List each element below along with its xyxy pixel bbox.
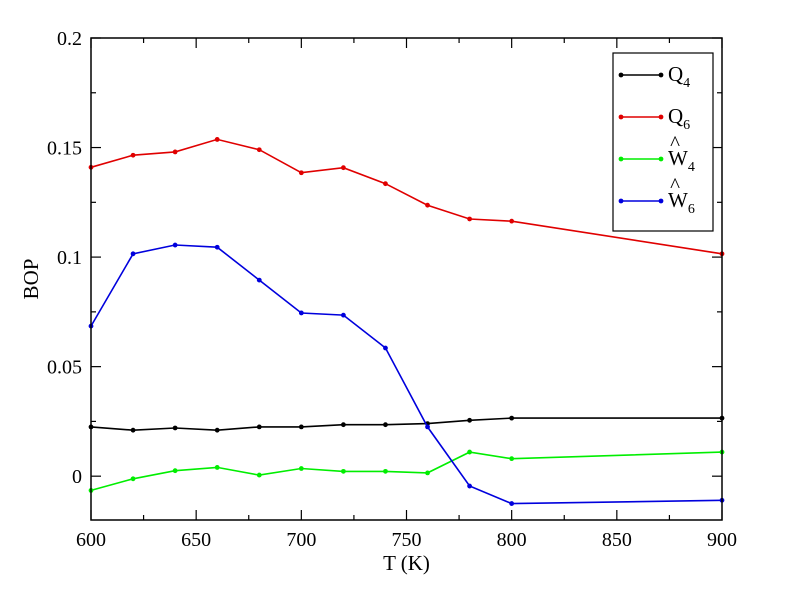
legend-item: Q6 [618, 104, 690, 133]
data-point [509, 218, 515, 224]
series-line [90, 417, 722, 432]
data-point [509, 456, 515, 462]
data-point [341, 468, 346, 474]
legend-item: W6^ [618, 173, 695, 217]
data-point [130, 427, 136, 433]
legend-label: Q6 [668, 104, 690, 133]
data-point [130, 251, 136, 257]
y-axis-title: BOP [19, 259, 43, 300]
data-point [256, 147, 262, 153]
data-point [298, 310, 304, 316]
data-point [214, 427, 220, 433]
data-point [341, 422, 346, 428]
data-point [383, 468, 388, 474]
legend-hat-glyph: ^ [670, 131, 680, 155]
x-axis-title: T (K) [383, 551, 430, 575]
data-point [341, 312, 346, 318]
data-point [509, 501, 515, 506]
series-line [90, 451, 723, 492]
series-line [90, 244, 723, 505]
data-point [298, 466, 304, 471]
data-point [172, 468, 178, 474]
x-tick-label: 900 [707, 529, 737, 551]
axes-ticks: 600 650 700 750 800 850 900 0 0.05 0.1 0.15 0.2 [47, 28, 737, 551]
data-point [172, 149, 178, 155]
legend-item: Q4 [618, 62, 690, 91]
legend-marker [618, 72, 624, 78]
data-point [341, 165, 346, 171]
data-point [256, 277, 262, 283]
x-tick-label: 750 [392, 529, 422, 551]
data-point [298, 170, 304, 176]
series-W4 [88, 449, 725, 493]
legend-marker [618, 198, 624, 204]
legend-marker [658, 114, 664, 120]
data-point [172, 242, 178, 248]
legend-label: Q4 [668, 62, 690, 91]
data-point [214, 137, 220, 142]
legend-hat-glyph: ^ [670, 173, 680, 197]
data-point [467, 216, 472, 222]
legend-label: W6 [668, 188, 695, 217]
y-tick-label: 0.15 [47, 138, 82, 160]
data-point [298, 424, 304, 430]
data-point [425, 424, 430, 430]
legend-item: W4^ [618, 131, 695, 175]
x-tick-label: 700 [286, 529, 316, 551]
series-line [90, 138, 723, 255]
data-point [256, 472, 262, 478]
y-tick-label: 0 [72, 466, 82, 488]
data-point [425, 202, 430, 208]
data-point [130, 476, 136, 482]
data-point [214, 465, 220, 470]
legend-label: W4 [668, 146, 695, 175]
x-tick-label: 850 [602, 529, 632, 551]
x-tick-label: 600 [76, 529, 106, 551]
legend-marker [618, 156, 624, 162]
x-tick-label: 800 [497, 529, 527, 551]
legend-marker [618, 114, 624, 120]
data-point [425, 470, 430, 476]
data-point [256, 424, 262, 430]
legend-box [612, 52, 714, 232]
legend-marker [658, 156, 664, 162]
data-point [509, 415, 515, 421]
data-point [467, 449, 472, 455]
data-point [214, 244, 220, 250]
series-Q4 [88, 415, 725, 433]
data-point [130, 152, 136, 158]
data-point [467, 417, 472, 423]
series-W6 [88, 242, 725, 506]
y-tick-label: 0.1 [57, 247, 82, 269]
legend-marker [658, 198, 664, 204]
plot-frame [90, 37, 723, 521]
data-point [172, 425, 178, 431]
data-point [383, 422, 388, 428]
y-tick-label: 0.05 [47, 357, 82, 379]
data-point [383, 345, 388, 351]
data-point [383, 181, 388, 187]
y-tick-label: 0.2 [57, 28, 82, 50]
series-lines [88, 137, 725, 506]
data-point [467, 483, 472, 489]
x-tick-label: 650 [181, 529, 211, 551]
legend-marker [658, 72, 664, 78]
